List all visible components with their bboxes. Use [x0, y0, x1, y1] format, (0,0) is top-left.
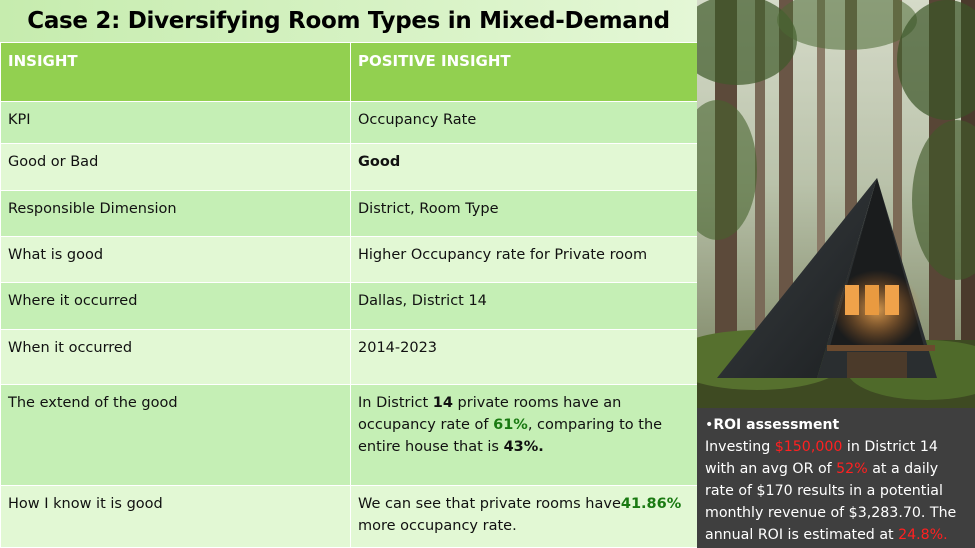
- row-value: In District 14 private rooms have an occ…: [350, 384, 698, 486]
- text-run: We can see that private rooms have: [358, 496, 621, 512]
- entire-house-rate: 43%.: [503, 439, 544, 455]
- private-room-rate: 61%: [493, 417, 528, 433]
- row-value: District, Room Type: [350, 190, 698, 237]
- roi-panel: •ROI assessment Investing $150,000 in Di…: [697, 408, 975, 548]
- occupancy-difference: 41.86%: [620, 496, 682, 512]
- cabin-photo: [697, 0, 975, 408]
- text-run: private rooms have an occupancy rate of: [358, 395, 622, 433]
- text-run: more occupancy rate.: [358, 518, 517, 534]
- investment-amount: $150,000: [774, 439, 843, 455]
- slide-title: Case 2: Diversifying Room Types in Mixed…: [27, 8, 670, 34]
- row-label: Where it occurred: [0, 282, 351, 330]
- roi-text: Investing $150,000 in District 14 with a…: [705, 436, 969, 546]
- table-row: The extend of the good In District 14 pr…: [0, 384, 698, 486]
- table-row: Responsible Dimension District, Room Typ…: [0, 190, 698, 237]
- table-row: KPI Occupancy Rate: [0, 101, 698, 144]
- row-label: Responsible Dimension: [0, 190, 351, 237]
- row-label: The extend of the good: [0, 384, 351, 486]
- roi-heading: ROI assessment: [713, 417, 840, 433]
- text-run: at a daily rate of $170 results in a pot…: [705, 461, 957, 543]
- row-label: How I know it is good: [0, 485, 351, 548]
- table-row: Where it occurred Dallas, District 14: [0, 282, 698, 330]
- table-row: Good or Bad Good: [0, 143, 698, 191]
- insight-table: INSIGHT POSITIVE INSIGHT KPI Occupancy R…: [0, 42, 698, 548]
- text-run: In District: [358, 395, 433, 411]
- text-run: , comparing to the entire house that is: [358, 417, 663, 455]
- row-value: Occupancy Rate: [350, 101, 698, 144]
- title-bar: Case 2: Diversifying Room Types in Mixed…: [0, 0, 697, 42]
- table-row: What is good Higher Occupancy rate for P…: [0, 236, 698, 283]
- row-label: What is good: [0, 236, 351, 283]
- table-row: How I know it is good We can see that pr…: [0, 485, 698, 548]
- row-value: Dallas, District 14: [350, 282, 698, 330]
- row-label: KPI: [0, 101, 351, 144]
- row-value: Good: [350, 143, 698, 191]
- text-run: in District 14 with an avg OR of: [705, 439, 938, 477]
- table-row: When it occurred 2014-2023: [0, 329, 698, 385]
- row-label: Good or Bad: [0, 143, 351, 191]
- roi-heading-line: •ROI assessment: [705, 417, 840, 433]
- district-number: 14: [432, 395, 453, 411]
- avg-occupancy: 52%: [836, 461, 868, 477]
- header-insight: INSIGHT: [0, 42, 351, 102]
- row-value: 2014-2023: [350, 329, 698, 385]
- annual-roi: 24.8%.: [898, 527, 948, 543]
- row-value: We can see that private rooms have41.86%…: [350, 485, 698, 548]
- table-header-row: INSIGHT POSITIVE INSIGHT: [0, 42, 698, 102]
- header-positive-insight: POSITIVE INSIGHT: [350, 42, 698, 102]
- row-label: When it occurred: [0, 329, 351, 385]
- row-value: Higher Occupancy rate for Private room: [350, 236, 698, 283]
- text-run: Investing: [705, 439, 775, 455]
